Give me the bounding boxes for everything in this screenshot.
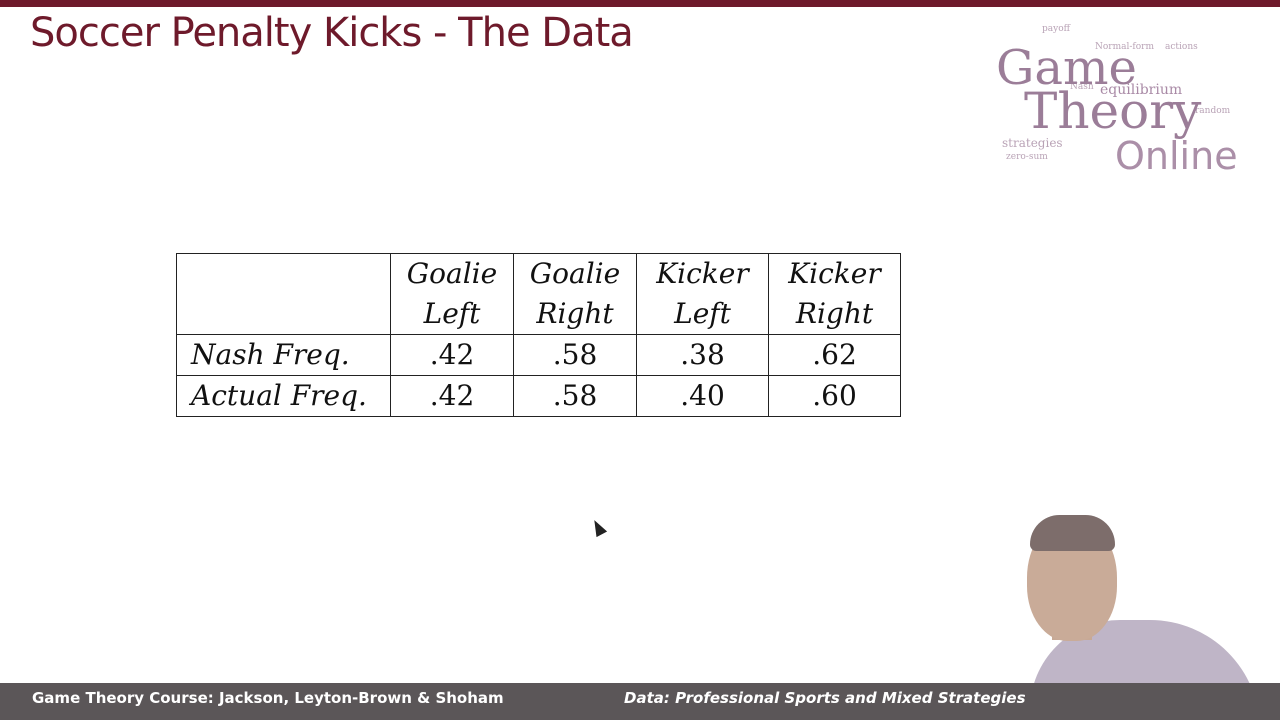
table-cell: .42 bbox=[390, 375, 514, 417]
footer-bar: Game Theory Course: Jackson, Leyton-Brow… bbox=[0, 683, 1280, 720]
table-row: Nash Freq. .42 .58 .38 .62 bbox=[176, 334, 901, 376]
header-bottom: Left bbox=[674, 297, 731, 330]
logo-word: payoff bbox=[1042, 24, 1071, 34]
logo-word: equilibrium bbox=[1100, 82, 1183, 98]
logo-theory: Theory bbox=[1024, 82, 1202, 140]
table-header-row: Goalie Left Goalie Right Kicker Left Kic… bbox=[176, 253, 901, 335]
table-cell: .60 bbox=[768, 375, 901, 417]
row-label-nash: Nash Freq. bbox=[176, 334, 391, 376]
table-header-goalie-right: Goalie Right bbox=[513, 253, 637, 335]
header-top: Kicker bbox=[788, 257, 881, 290]
header-bottom: Right bbox=[795, 297, 874, 330]
header-bottom: Left bbox=[423, 297, 481, 330]
table-header-kicker-right: Kicker Right bbox=[768, 253, 901, 335]
presenter-hair bbox=[1030, 515, 1115, 551]
logo-word: Normal-form bbox=[1095, 42, 1155, 52]
table-cell: .58 bbox=[513, 334, 637, 376]
logo-game: Game bbox=[996, 40, 1137, 96]
table-cell: .58 bbox=[513, 375, 637, 417]
game-theory-online-logo: payoff Normal-form actions Nash equilibr… bbox=[990, 22, 1260, 182]
table-header-goalie-left: Goalie Left bbox=[390, 253, 514, 335]
logo-online: Online bbox=[1115, 134, 1238, 178]
row-label-actual: Actual Freq. bbox=[176, 375, 391, 417]
header-top: Goalie bbox=[406, 257, 498, 290]
penalty-kick-data-table: Goalie Left Goalie Right Kicker Left Kic… bbox=[176, 253, 901, 417]
slide-title: Soccer Penalty Kicks - The Data bbox=[30, 10, 634, 56]
top-accent-bar bbox=[0, 0, 1280, 7]
header-bottom: Right bbox=[536, 297, 614, 330]
logo-word: zero-sum bbox=[1006, 152, 1048, 162]
logo-word: actions bbox=[1165, 42, 1198, 52]
header-top: Kicker bbox=[656, 257, 749, 290]
table-cell: .38 bbox=[636, 334, 769, 376]
table-corner-cell bbox=[176, 253, 391, 335]
logo-word: Nash bbox=[1070, 82, 1094, 92]
logo-word: random bbox=[1195, 106, 1231, 116]
logo-word: strategies bbox=[1002, 136, 1063, 150]
table-header-kicker-left: Kicker Left bbox=[636, 253, 769, 335]
mouse-cursor-icon bbox=[589, 517, 608, 538]
header-top: Goalie bbox=[529, 257, 621, 290]
footer-topic: Data: Professional Sports and Mixed Stra… bbox=[624, 689, 1026, 707]
footer-course-credit: Game Theory Course: Jackson, Leyton-Brow… bbox=[32, 689, 504, 707]
table-cell: .40 bbox=[636, 375, 769, 417]
table-cell: .62 bbox=[768, 334, 901, 376]
table-row: Actual Freq. .42 .58 .40 .60 bbox=[176, 375, 901, 417]
table-cell: .42 bbox=[390, 334, 514, 376]
